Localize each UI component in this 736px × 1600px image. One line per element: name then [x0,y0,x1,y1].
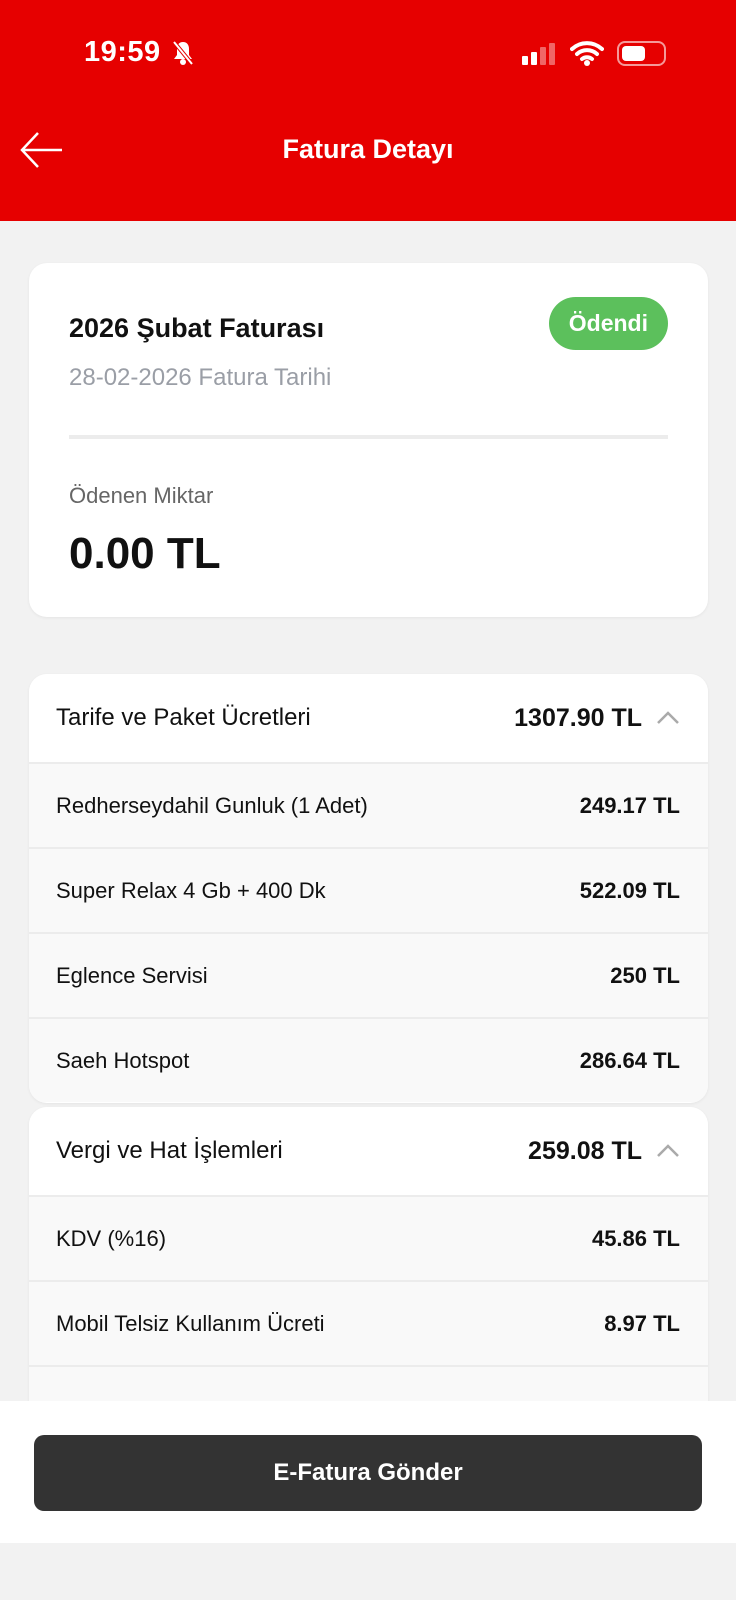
item-value: 522.09 TL [579,877,680,903]
page-title: Fatura Detayı [282,134,454,164]
item-value: 45.86 TL [591,1225,680,1251]
status-time: 19:59 [84,36,161,68]
section-total: 259.08 TL [528,1136,642,1165]
item-value: 286.64 TL [579,1047,680,1073]
app-header: 19:59 Fatura Detayı [0,0,736,221]
paid-amount: 0.00 TL [69,529,221,578]
section-total: 1307.90 TL [514,703,642,732]
section-tariff: Tarife ve Paket Ücretleri 1307.90 TL Red… [29,674,708,1103]
list-item: KDV (%16) 45.86 TL [29,1195,708,1280]
list-item: Mobil Telsiz Kullanım Ücreti 8.97 TL [29,1280,708,1365]
divider [69,435,668,439]
invoice-summary-card: 2026 Şubat Faturası Ödendi 28-02-2026 Fa… [29,263,708,617]
chevron-up-icon[interactable] [656,1144,680,1158]
item-value: 249.17 TL [579,792,680,818]
list-item: Redherseydahil Gunluk (1 Adet) 249.17 TL [29,762,708,847]
bottom-action-bar: E-Fatura Gönder [0,1401,736,1543]
battery-icon [617,41,666,66]
invoice-date: 28-02-2026 Fatura Tarihi [69,364,332,391]
e-invoice-send-button[interactable]: E-Fatura Gönder [34,1435,702,1511]
item-label: Saeh Hotspot [56,1047,190,1073]
section-title: Tarife ve Paket Ücretleri [56,704,311,731]
arrow-left-icon[interactable] [18,130,64,170]
status-badge: Ödendi [548,297,668,350]
section-header[interactable]: Vergi ve Hat İşlemleri 259.08 TL [29,1107,708,1195]
wifi-icon [570,41,604,66]
list-item: Eglence Servisi 250 TL [29,932,708,1017]
paid-label: Ödenen Miktar [69,483,214,508]
item-label: Eglence Servisi [56,962,208,988]
bell-slash-icon [172,40,194,66]
section-tax: Vergi ve Hat İşlemleri 259.08 TL KDV (%1… [29,1107,708,1527]
item-label: Super Relax 4 Gb + 400 Dk [56,877,326,903]
section-title: Vergi ve Hat İşlemleri [56,1137,283,1164]
chevron-up-icon[interactable] [656,711,680,725]
signal-icon [522,43,555,65]
item-label: KDV (%16) [56,1225,167,1251]
item-value: 8.97 TL [604,1310,680,1336]
list-item: Super Relax 4 Gb + 400 Dk 522.09 TL [29,847,708,932]
item-label: Redherseydahil Gunluk (1 Adet) [56,792,368,818]
item-value: 250 TL [610,962,680,988]
item-label: Mobil Telsiz Kullanım Ücreti [56,1310,325,1336]
section-header[interactable]: Tarife ve Paket Ücretleri 1307.90 TL [29,674,708,762]
invoice-title: 2026 Şubat Faturası [69,313,325,343]
list-item: Saeh Hotspot 286.64 TL [29,1017,708,1102]
